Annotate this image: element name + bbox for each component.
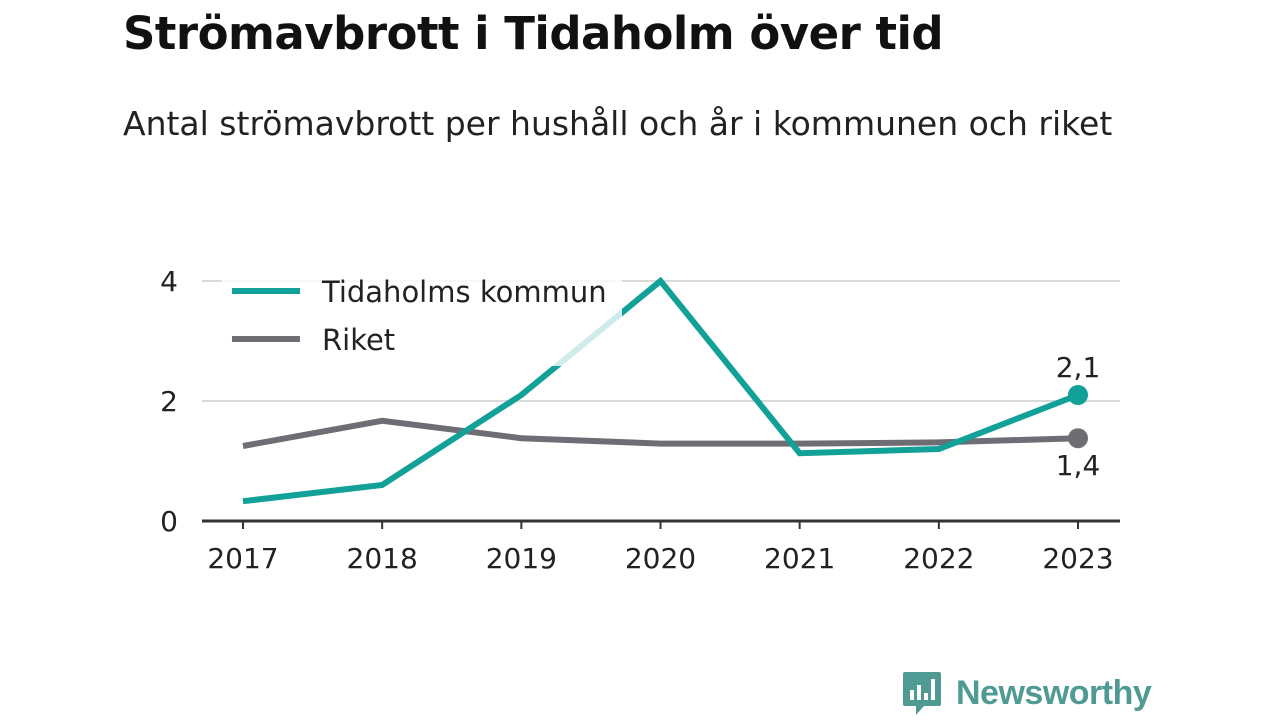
newsworthy-logo-icon bbox=[903, 672, 941, 715]
legend: Tidaholms kommun Riket bbox=[222, 266, 622, 366]
x-tick-label: 2020 bbox=[625, 542, 696, 575]
x-tick-label: 2021 bbox=[764, 542, 835, 575]
end-marker bbox=[1068, 428, 1088, 449]
end-markers: 2,1 1,4 bbox=[1056, 351, 1101, 482]
end-marker bbox=[1068, 385, 1088, 405]
series-line-riket bbox=[242, 417, 1079, 449]
y-tick-label: 2 bbox=[160, 385, 178, 418]
data-label: 2,1 bbox=[1056, 351, 1101, 384]
chart-title: Strömavbrott i Tidaholm över tid bbox=[123, 7, 944, 60]
x-axis-ticks: 2017 2018 2019 2020 2021 2022 2023 bbox=[207, 521, 1114, 575]
x-tick-label: 2023 bbox=[1042, 542, 1113, 575]
y-axis-ticks: 0 2 4 bbox=[160, 265, 178, 538]
legend-background bbox=[222, 266, 622, 366]
x-tick-label: 2019 bbox=[486, 542, 557, 575]
newsworthy-logo: Newsworthy bbox=[902, 670, 1152, 716]
brand-name: Newsworthy bbox=[956, 673, 1152, 712]
legend-label: Tidaholms kommun bbox=[321, 275, 607, 309]
y-tick-label: 4 bbox=[160, 265, 178, 298]
chart-subtitle: Antal strömavbrott per hushåll och år i … bbox=[123, 104, 1113, 143]
x-tick-label: 2022 bbox=[903, 542, 974, 575]
series-line-tidaholm bbox=[242, 276, 1080, 505]
data-label: 1,4 bbox=[1056, 449, 1101, 482]
x-tick-label: 2018 bbox=[347, 542, 418, 575]
legend-label: Riket bbox=[322, 323, 395, 357]
series-lines bbox=[242, 276, 1080, 505]
y-tick-label: 0 bbox=[160, 505, 178, 538]
x-tick-label: 2017 bbox=[207, 542, 278, 575]
